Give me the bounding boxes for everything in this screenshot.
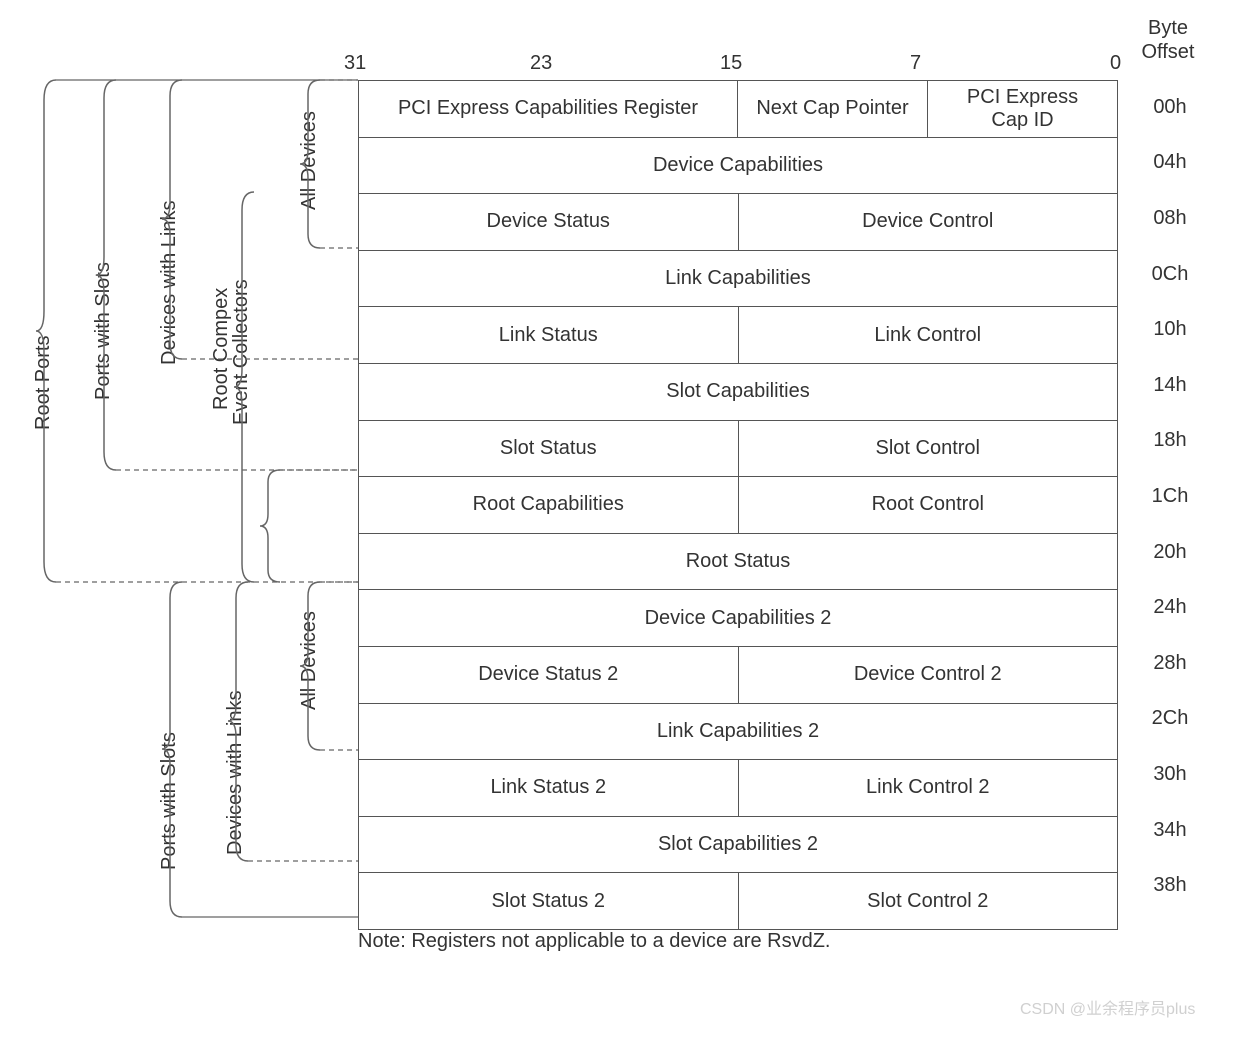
offset-label: 00h [1140,96,1200,119]
register-cell: Device Capabilities 2 [359,590,1117,646]
offset-label: 20h [1140,541,1200,564]
offset-label: 0Ch [1140,263,1200,286]
register-row: Device Status 2Device Control 2 [359,647,1117,704]
register-row: Slot Capabilities 2 [359,817,1117,874]
brace-all-devices-1 [300,80,358,248]
register-cell: Device Control [739,194,1118,250]
watermark: CSDN @业余程序员plus [1020,995,1195,1019]
register-row: Link Status 2Link Control 2 [359,760,1117,817]
register-row: Slot Status 2Slot Control 2 [359,873,1117,930]
note-text: Note: Registers not applicable to a devi… [358,930,830,953]
register-cell: Slot Control [739,421,1118,477]
register-cell: Link Control 2 [739,760,1118,816]
bit-label-31: 31 [344,52,366,75]
register-cell: Slot Status [359,421,739,477]
offset-label: 18h [1140,429,1200,452]
offset-label: 10h [1140,318,1200,341]
byte-offset-header: ByteOffset [1128,16,1208,64]
register-row: Link Capabilities 2 [359,704,1117,761]
register-cell: Device Capabilities [359,138,1117,194]
offset-label: 14h [1140,374,1200,397]
register-cell: Device Control 2 [739,647,1118,703]
brace-root-small [260,470,358,582]
offset-label: 24h [1140,596,1200,619]
register-cell: Link Capabilities 2 [359,704,1117,760]
bit-label-23: 23 [530,52,552,75]
brace-ports-with-slots-2 [162,582,358,917]
register-cell: Slot Status 2 [359,873,739,929]
register-cell: Root Capabilities [359,477,739,533]
register-cell: Link Status [359,307,739,363]
offset-label: 08h [1140,207,1200,230]
register-cell: Slot Capabilities 2 [359,817,1117,873]
register-cell: PCI Express Capabilities Register [359,81,738,137]
register-row: Link Capabilities [359,251,1117,308]
bit-label-15: 15 [720,52,742,75]
register-cell: Slot Control 2 [739,873,1118,929]
register-cell: Root Control [739,477,1118,533]
register-row: Slot StatusSlot Control [359,421,1117,478]
bit-label-7: 7 [910,52,921,75]
offset-label: 04h [1140,151,1200,174]
offset-label: 28h [1140,652,1200,675]
offset-label: 34h [1140,819,1200,842]
register-row: PCI Express Capabilities RegisterNext Ca… [359,81,1117,138]
register-row: Root Status [359,534,1117,591]
offset-label: 2Ch [1140,707,1200,730]
register-cell: Link Status 2 [359,760,739,816]
register-cell: PCI ExpressCap ID [928,81,1117,137]
register-row: Device Capabilities [359,138,1117,195]
register-cell: Root Status [359,534,1117,590]
register-cell: Next Cap Pointer [738,81,928,137]
register-cell: Slot Capabilities [359,364,1117,420]
register-row: Root CapabilitiesRoot Control [359,477,1117,534]
page: ByteOffset 31 23 15 7 0 PCI Express Capa… [0,0,1240,1047]
offset-label: 38h [1140,874,1200,897]
brace-root-ports [36,80,260,582]
register-row: Device Capabilities 2 [359,590,1117,647]
register-cell: Link Control [739,307,1118,363]
register-row: Device StatusDevice Control [359,194,1117,251]
bit-label-0: 0 [1110,52,1121,75]
register-cell: Device Status [359,194,739,250]
register-row: Slot Capabilities [359,364,1117,421]
register-table: PCI Express Capabilities RegisterNext Ca… [358,80,1118,930]
register-row: Link StatusLink Control [359,307,1117,364]
register-cell: Link Capabilities [359,251,1117,307]
register-cell: Device Status 2 [359,647,739,703]
offset-label: 1Ch [1140,485,1200,508]
offset-label: 30h [1140,763,1200,786]
